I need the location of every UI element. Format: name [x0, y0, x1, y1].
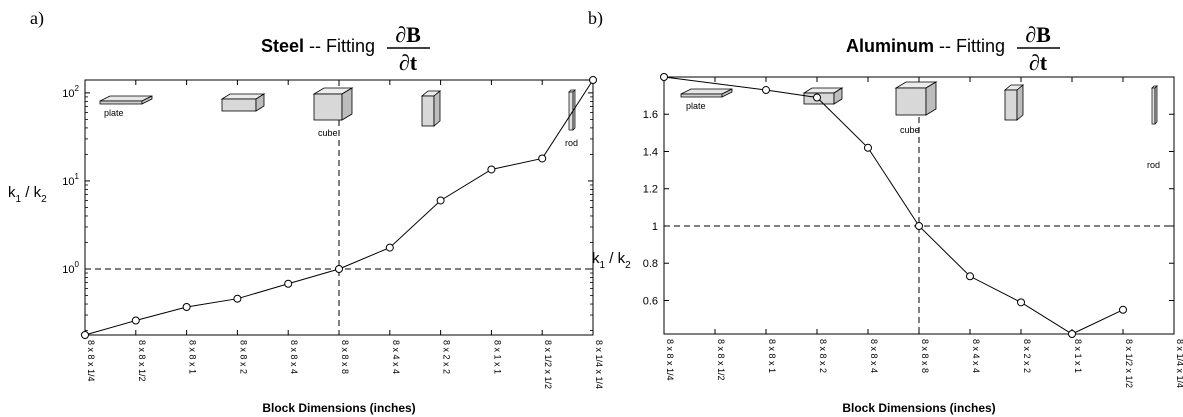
steel-panel: a) Steel -- Fitting ∂B ∂t plate cube — [8, 8, 604, 415]
chart-title-material: Steel — [261, 36, 304, 56]
rod-icon — [1151, 85, 1158, 125]
data-point — [487, 165, 496, 174]
y-tick-label: 101 — [62, 172, 79, 188]
x-tick-label: 8 x 8 x 1 — [188, 340, 198, 374]
chart-title-material: Aluminum — [846, 36, 934, 56]
data-point — [131, 316, 140, 325]
y-tick-label: 1.4 — [643, 146, 658, 158]
x-tick-label: 8 x 8 x 1/4 — [86, 340, 96, 382]
data-series — [660, 73, 1127, 338]
x-tick-label: 8 x 1/4 x 1/4 — [594, 340, 604, 389]
data-point — [660, 73, 668, 81]
panel-label: b) — [588, 8, 603, 29]
bar-icon — [1003, 84, 1025, 121]
panel-label: a) — [30, 8, 44, 29]
series-line — [663, 76, 1124, 335]
data-point — [233, 294, 242, 303]
y-axis-ticks: 0.6 0.8 1 1.2 1.4 1.6 — [643, 109, 1174, 307]
title-fraction-numerator: ∂B — [1025, 22, 1051, 47]
y-tick-label: 0.6 — [643, 295, 658, 307]
title-fraction-numerator: ∂B — [395, 22, 421, 47]
y-tick-label: 1 — [652, 221, 658, 233]
y-axis-ticks: 100 101 102 — [62, 84, 593, 331]
plate-icon — [99, 95, 153, 105]
x-tick-label: 8 x 8 x 1 — [767, 339, 777, 373]
x-tick-label: 8 x 8 x 4 — [869, 339, 879, 373]
data-point — [182, 303, 191, 312]
y-tick-label: 102 — [62, 84, 79, 100]
plate-icon — [680, 88, 733, 98]
y-tick-label: 1.2 — [643, 184, 658, 196]
x-tick-label: 8 x 4 x 4 — [971, 339, 981, 373]
x-tick-label: 8 x 8 x 2 — [238, 340, 248, 374]
x-tick-label: 8 x 8 x 2 — [818, 339, 828, 373]
data-point — [762, 86, 770, 95]
x-tick-label: 8 x 8 x 8 — [920, 339, 930, 373]
cube-icon — [894, 81, 938, 116]
x-axis-ticks: 8 x 8 x 1/4 8 x 8 x 1/2 8 x 8 x 1 8 x 8 x 2… — [663, 77, 1183, 388]
data-point — [1119, 305, 1127, 314]
y-tick-label: 1.6 — [643, 109, 658, 121]
data-point — [813, 93, 821, 102]
x-tick-label: 8 x 8 x 1/4 — [665, 339, 675, 381]
cube-icon — [312, 87, 354, 121]
x-tick-label: 8 x 1 x 1 — [492, 340, 502, 374]
data-point — [385, 243, 394, 252]
data-point — [284, 279, 293, 288]
title-fraction-denominator: ∂t — [399, 50, 418, 75]
chart-title-suffix: -- Fitting — [304, 36, 380, 56]
data-point — [864, 143, 872, 152]
x-tick-label: 8 x 8 x 1/2 — [716, 339, 726, 381]
plate-label: plate — [686, 101, 706, 111]
rod-label: rod — [1147, 160, 1160, 170]
chart-title: Aluminum -- Fitting — [846, 36, 1010, 56]
chart-title-suffix: -- Fitting — [934, 36, 1010, 56]
plot-frame — [663, 76, 1175, 335]
data-point — [1068, 330, 1076, 338]
data-point — [81, 331, 89, 339]
data-series — [81, 76, 597, 339]
data-point — [1017, 298, 1025, 307]
x-tick-label: 8 x 1 x 1 — [1073, 339, 1083, 373]
x-axis-label: Block Dimensions (inches) — [842, 401, 995, 415]
title-fraction-denominator: ∂t — [1029, 50, 1048, 75]
x-axis-ticks: 8 x 8 x 1/4 8 x 8 x 1/2 8 x 8 x 1 8 x 8 x 2… — [84, 80, 604, 389]
y-axis-label: k1 / k2 — [592, 250, 631, 271]
chart-title: Steel -- Fitting — [261, 36, 380, 56]
y-tick-label: 100 — [62, 260, 79, 276]
data-point — [589, 76, 597, 84]
cube-label: cube — [318, 128, 338, 138]
x-tick-label: 8 x 1/2 x 1/2 — [1124, 339, 1134, 388]
x-tick-label: 8 x 4 x 4 — [391, 340, 401, 374]
data-point — [966, 272, 974, 281]
plate-label: plate — [104, 108, 124, 118]
data-point — [335, 264, 343, 273]
x-tick-label: 8 x 2 x 2 — [1022, 339, 1032, 373]
x-tick-label: 8 x 8 x 1/2 — [137, 340, 147, 382]
y-axis-label: k1 / k2 — [8, 184, 47, 205]
x-tick-label: 8 x 8 x 8 — [340, 340, 350, 374]
data-point — [436, 196, 445, 205]
rod-label: rod — [565, 138, 578, 148]
aluminum-panel: b) Aluminum -- Fitting ∂B ∂t plate cube — [588, 8, 1183, 415]
x-tick-label: 8 x 2 x 2 — [442, 340, 452, 374]
x-axis-label: Block Dimensions (inches) — [262, 401, 415, 415]
data-point — [915, 221, 923, 230]
y-tick-label: 0.8 — [643, 258, 658, 270]
x-tick-label: 8 x 8 x 4 — [289, 340, 299, 374]
x-tick-label: 8 x 1/2 x 1/2 — [543, 340, 553, 389]
bar-icon — [420, 90, 442, 127]
x-tick-label: 8 x 1/4 x 1/4 — [1175, 339, 1183, 388]
data-point — [538, 154, 547, 163]
block-icon — [220, 93, 266, 112]
cube-label: cube — [900, 125, 920, 135]
